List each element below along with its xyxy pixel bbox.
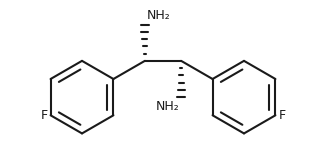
Text: NH₂: NH₂ [147,9,170,22]
Text: F: F [41,109,48,122]
Text: NH₂: NH₂ [156,100,179,113]
Text: F: F [278,109,285,122]
